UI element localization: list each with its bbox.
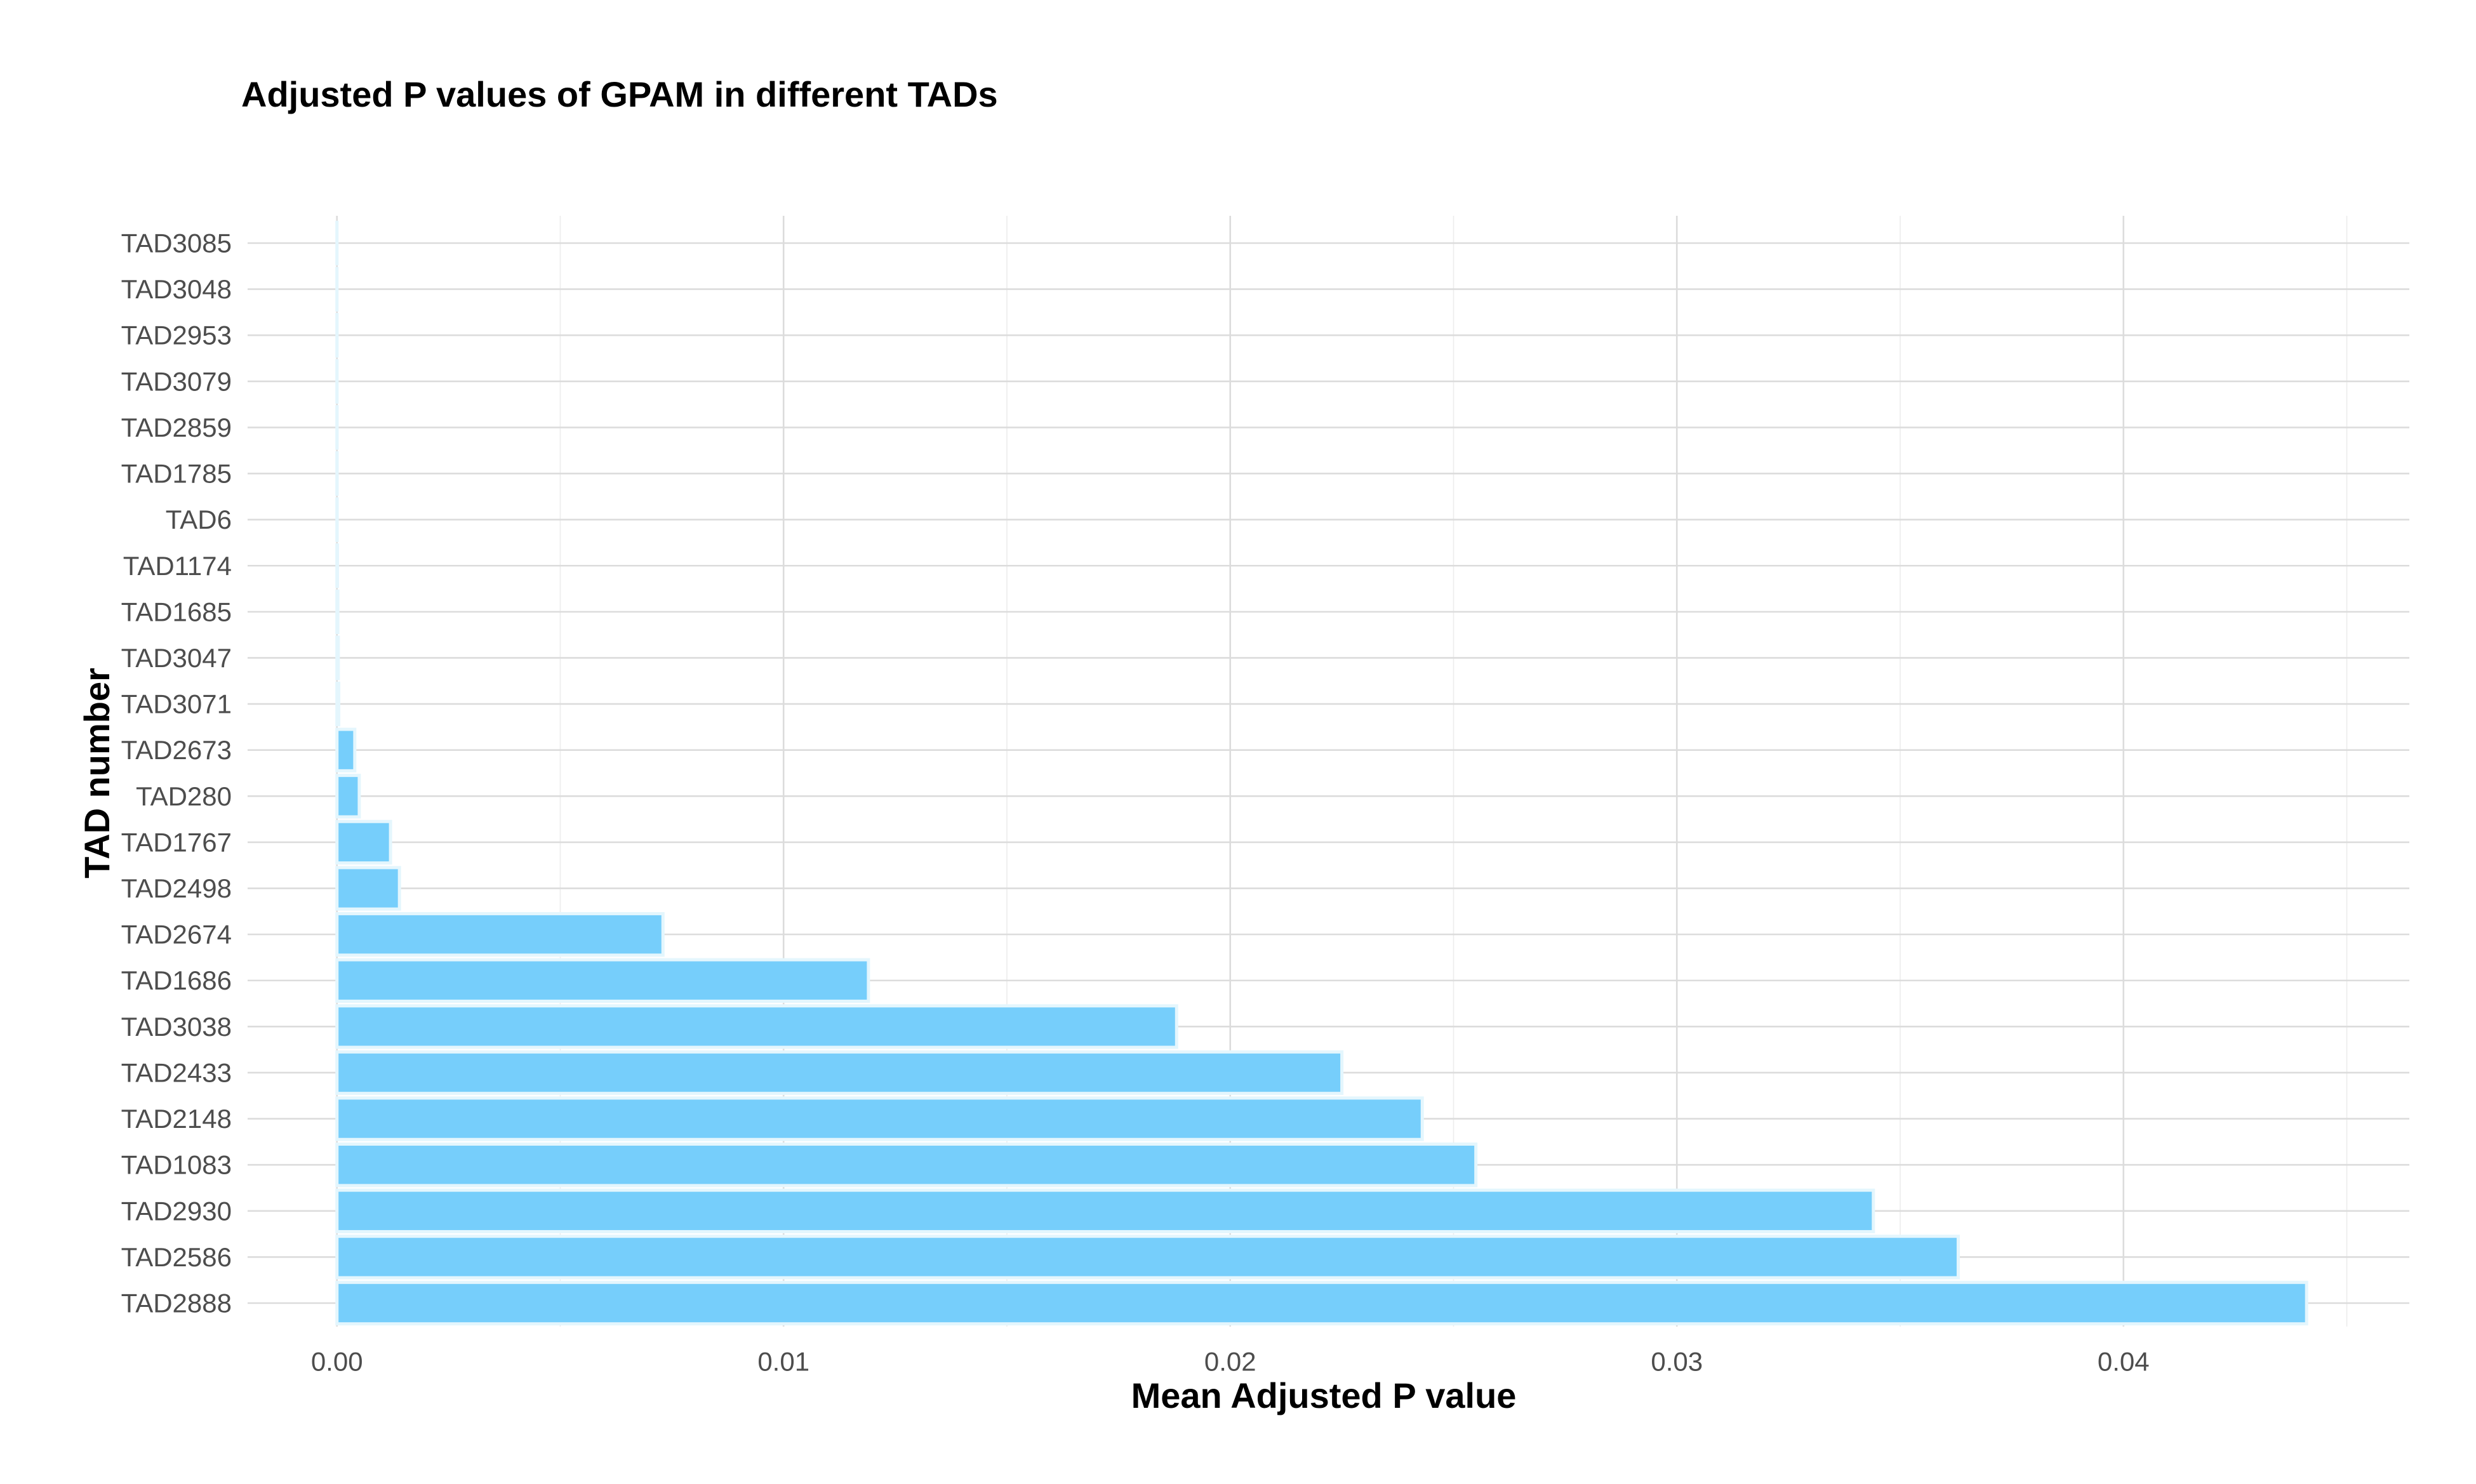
bar-tad2586: [337, 1236, 1959, 1278]
bars: [337, 222, 2306, 1323]
bar-tad2930: [337, 1190, 1874, 1231]
x-axis-ticks: 0.00 0.01 0.02 0.03 0.04: [311, 1347, 2150, 1377]
bar-tad2888: [337, 1282, 2306, 1323]
bar-tad3071: [337, 683, 339, 724]
bar-tad3038: [337, 1006, 1177, 1047]
y-tick-label: TAD3071: [121, 689, 232, 719]
y-tick-label: TAD1686: [121, 965, 232, 995]
chart-title: Adjusted P values of GPAM in different T…: [241, 74, 998, 114]
y-tick-label: TAD2498: [121, 873, 232, 903]
bar-tad1767: [337, 821, 390, 863]
y-tick-label: TAD6: [166, 505, 232, 534]
y-tick-label: TAD3038: [121, 1012, 232, 1042]
x-tick-label: 0.01: [757, 1347, 809, 1377]
y-tick-label: TAD3048: [121, 274, 232, 304]
y-tick-label: TAD2433: [121, 1057, 232, 1087]
bar-tad2433: [337, 1052, 1342, 1093]
y-tick-label: TAD2859: [121, 413, 232, 442]
y-tick-label: TAD1785: [121, 459, 232, 489]
bar-tad1685: [337, 591, 338, 632]
y-tick-label: TAD1767: [121, 827, 232, 857]
x-tick-label: 0.03: [1651, 1347, 1703, 1377]
y-tick-label: TAD2930: [121, 1196, 232, 1226]
x-tick-label: 0.02: [1204, 1347, 1256, 1377]
x-tick-label: 0.00: [311, 1347, 363, 1377]
y-tick-label: TAD1174: [123, 551, 232, 581]
y-tick-label: TAD2148: [121, 1104, 232, 1134]
bar-tad1083: [337, 1144, 1476, 1186]
y-tick-label: TAD3085: [121, 229, 232, 258]
y-tick-label: TAD1685: [121, 597, 232, 626]
y-tick-label: TAD2674: [121, 920, 232, 950]
bar-tad2148: [337, 1098, 1423, 1139]
bar-tad280: [337, 776, 359, 817]
x-axis-title: Mean Adjusted P value: [1131, 1375, 1517, 1415]
y-tick-label: TAD2586: [121, 1242, 232, 1272]
y-tick-label: TAD280: [136, 781, 232, 811]
y-tick-label: TAD2953: [121, 321, 232, 350]
y-tick-label: TAD3047: [121, 643, 232, 673]
bar-tad2498: [337, 868, 399, 909]
x-tick-label: 0.04: [2098, 1347, 2150, 1377]
bar-tad2674: [337, 913, 663, 955]
bar-tad3047: [337, 637, 338, 679]
y-tick-label: TAD2888: [121, 1289, 232, 1318]
bar-tad2673: [337, 729, 355, 771]
y-axis-title: TAD number: [77, 668, 117, 878]
y-tick-label: TAD3079: [121, 366, 232, 396]
y-axis-ticks: TAD3085 TAD3048 TAD2953 TAD3079 TAD2859 TAD17…: [121, 229, 232, 1318]
y-tick-label: TAD1083: [121, 1150, 232, 1180]
bar-tad1174: [337, 545, 338, 586]
bar-tad1686: [337, 960, 869, 1001]
y-tick-label: TAD2673: [121, 735, 232, 765]
